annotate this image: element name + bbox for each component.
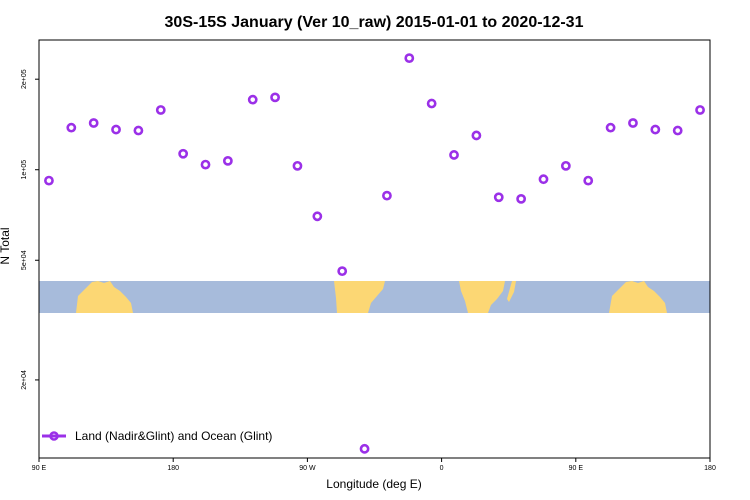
x-tick-label: 90 E — [32, 465, 47, 472]
data-point — [133, 125, 144, 136]
data-point — [270, 92, 280, 103]
data-point — [222, 155, 233, 166]
data-point — [111, 124, 121, 135]
data-point — [471, 130, 482, 141]
data-point — [493, 192, 504, 203]
world-map-strip — [39, 281, 710, 313]
data-point — [200, 159, 211, 170]
data-point — [382, 190, 392, 201]
data-point — [292, 160, 303, 171]
data-point — [605, 122, 616, 133]
data-point — [650, 124, 661, 135]
data-point — [628, 118, 638, 128]
y-tick-label: 5e+04 — [21, 250, 28, 270]
data-point — [449, 150, 459, 160]
x-axis-label: Longitude (deg E) — [326, 477, 421, 491]
data-point — [44, 175, 54, 186]
y-axis: 2e+05 1e+05 5e+04 2e+04 — [21, 69, 39, 390]
data-point — [88, 118, 99, 128]
data-point — [312, 211, 323, 222]
chart-title: 30S-15S January (Ver 10_raw) 2015-01-01 … — [165, 14, 584, 31]
y-tick-label: 2e+05 — [21, 69, 28, 89]
data-point — [583, 175, 594, 186]
x-tick-label: 0 — [440, 465, 444, 472]
plot-frame — [38, 39, 711, 459]
data-point — [695, 105, 705, 115]
map-land-africa — [459, 281, 505, 313]
data-point — [337, 266, 348, 277]
y-tick-label: 1e+05 — [21, 160, 28, 180]
x-axis: 90 E 180 90 W 0 90 E 180 — [32, 458, 716, 472]
x-tick-label: 180 — [167, 465, 179, 472]
data-point — [404, 53, 415, 64]
data-point — [155, 105, 166, 115]
data-point — [516, 193, 527, 204]
legend: Land (Nadir&Glint) and Ocean (Glint) — [42, 429, 272, 443]
x-tick-label: 180 — [704, 465, 716, 472]
data-point — [178, 148, 189, 159]
x-tick-label: 90 E — [569, 465, 584, 472]
data-point — [247, 94, 258, 105]
data-point — [560, 160, 571, 171]
legend-label: Land (Nadir&Glint) and Ocean (Glint) — [75, 429, 272, 443]
data-point — [538, 174, 549, 185]
data-points — [44, 53, 705, 454]
data-point — [426, 98, 437, 109]
data-point — [66, 122, 77, 133]
y-axis-label: N Total — [0, 227, 12, 264]
y-tick-label: 2e+04 — [21, 370, 28, 390]
map-land-australia-left — [76, 281, 133, 313]
map-land-south-america — [334, 281, 385, 313]
data-point — [672, 125, 683, 136]
map-land-madagascar — [507, 281, 516, 302]
x-tick-label: 90 W — [299, 465, 316, 472]
data-point — [359, 443, 370, 454]
legend-marker — [49, 431, 59, 441]
map-land-australia-right — [609, 281, 667, 313]
